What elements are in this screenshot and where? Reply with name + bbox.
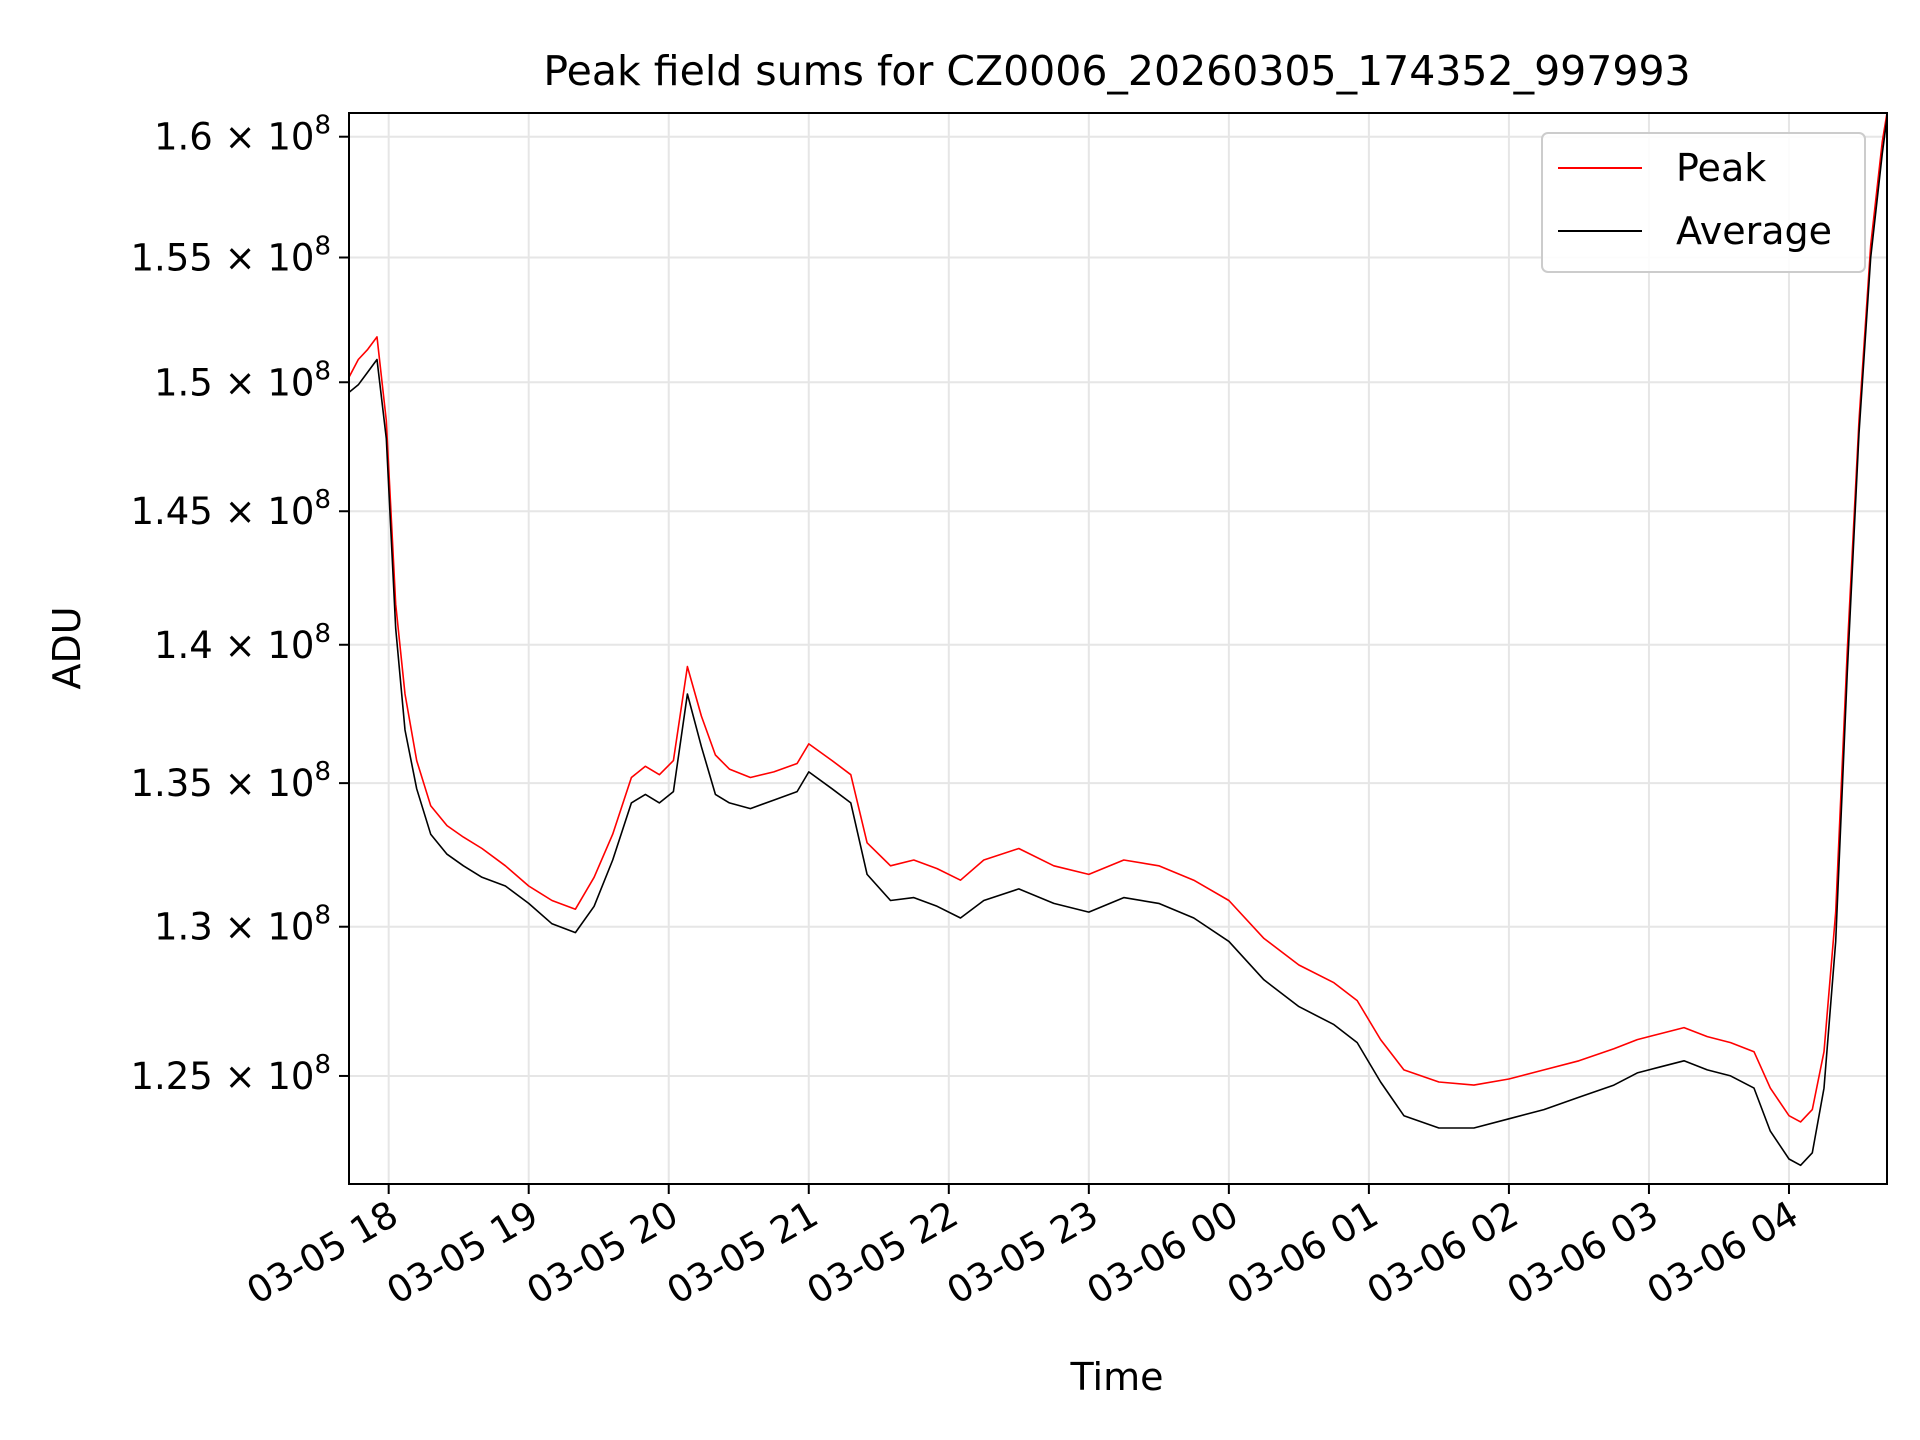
- y-tick-mantissa: 1.55: [130, 237, 212, 280]
- y-tick-times: × 10: [213, 1055, 315, 1098]
- y-tick-mantissa: 1.5: [154, 361, 213, 404]
- y-tick-exponent: 8: [314, 757, 331, 787]
- y-tick-times: × 10: [213, 762, 315, 805]
- y-tick-mantissa: 1.3: [154, 906, 213, 949]
- y-axis-label: ADU: [45, 606, 89, 689]
- chart-title: Peak field sums for CZ0006_20260305_1743…: [543, 47, 1690, 95]
- y-tick-times: × 10: [213, 490, 315, 533]
- y-tick-times: × 10: [213, 361, 315, 404]
- y-tick-label: 1.35 × 108: [130, 757, 331, 805]
- y-tick-mantissa: 1.45: [130, 490, 212, 533]
- series-layer: [348, 112, 1888, 1167]
- y-tick-label: 1.55 × 108: [130, 232, 331, 280]
- x-axis-label: Time: [1070, 1355, 1164, 1399]
- y-tick-exponent: 8: [314, 356, 331, 386]
- legend: Peak Average: [1541, 132, 1866, 273]
- y-tick-mantissa: 1.4: [154, 624, 213, 667]
- y-tick-label: 1.25 × 108: [130, 1050, 331, 1098]
- y-tick-exponent: 8: [314, 111, 331, 141]
- series-line-peak: [348, 112, 1888, 1123]
- series-line-average: [348, 117, 1888, 1167]
- y-tick-label: 1.5 × 108: [154, 356, 331, 404]
- y-tick-times: × 10: [213, 906, 315, 949]
- y-tick-label: 1.4 × 108: [154, 619, 331, 667]
- y-tick-mantissa: 1.35: [130, 762, 212, 805]
- y-tick-label: 1.6 × 108: [154, 111, 331, 159]
- y-tick-exponent: 8: [314, 232, 331, 262]
- legend-label-peak: Peak: [1676, 146, 1766, 190]
- y-tick-label: 1.45 × 108: [130, 485, 331, 533]
- y-tick-exponent: 8: [314, 619, 331, 649]
- legend-label-average: Average: [1676, 209, 1832, 253]
- y-tick-mantissa: 1.25: [130, 1055, 212, 1098]
- y-tick-exponent: 8: [314, 485, 331, 515]
- y-tick-mantissa: 1.6: [154, 116, 213, 159]
- y-tick-times: × 10: [213, 237, 315, 280]
- plot-frame: [348, 112, 1888, 1185]
- y-tick-times: × 10: [213, 116, 315, 159]
- y-tick-exponent: 8: [314, 1050, 331, 1080]
- y-tick-label: 1.3 × 108: [154, 901, 331, 949]
- y-tick-times: × 10: [213, 624, 315, 667]
- y-tick-exponent: 8: [314, 901, 331, 931]
